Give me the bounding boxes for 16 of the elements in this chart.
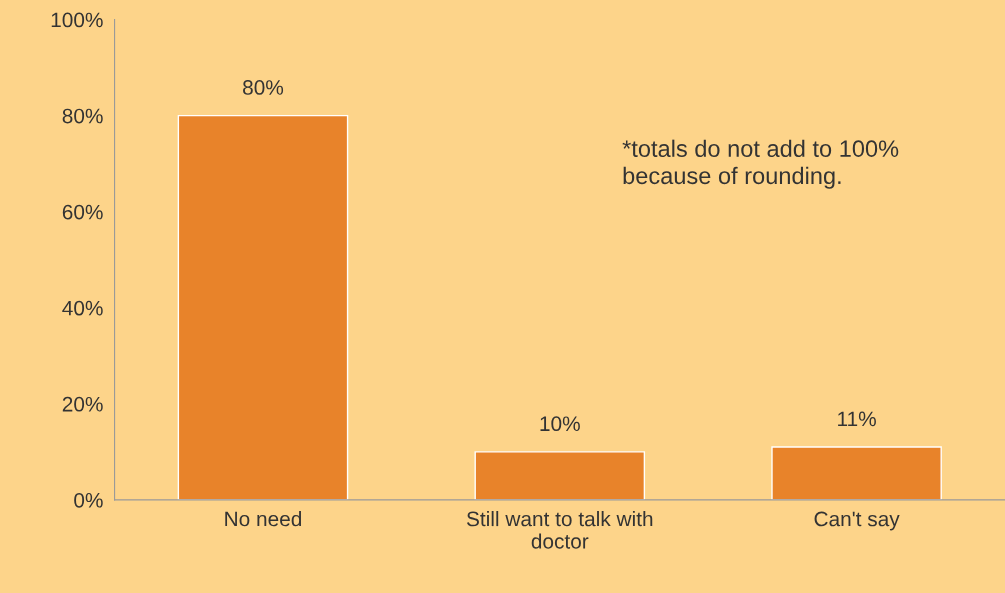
bar bbox=[771, 446, 942, 500]
x-tick-label: Can't say bbox=[814, 511, 900, 531]
annotation: *totals do not add to 100% because of rounding. bbox=[622, 139, 899, 189]
y-tick-label: 0% bbox=[74, 492, 103, 508]
y-tick-label: 60% bbox=[62, 204, 103, 220]
y-tick-label: 40% bbox=[62, 300, 103, 316]
data-label: 10% bbox=[540, 416, 580, 432]
data-label: 11% bbox=[838, 411, 876, 427]
x-tick-label: No need bbox=[225, 511, 302, 527]
x-tick-label: Still want to talk with doctor bbox=[466, 511, 653, 549]
bar bbox=[177, 114, 349, 500]
bar bbox=[474, 451, 646, 500]
y-tick-label: 20% bbox=[62, 396, 103, 412]
y-tick-label: 100% bbox=[51, 12, 103, 28]
data-label: 80% bbox=[243, 80, 284, 95]
y-tick-label: 80% bbox=[62, 108, 103, 124]
